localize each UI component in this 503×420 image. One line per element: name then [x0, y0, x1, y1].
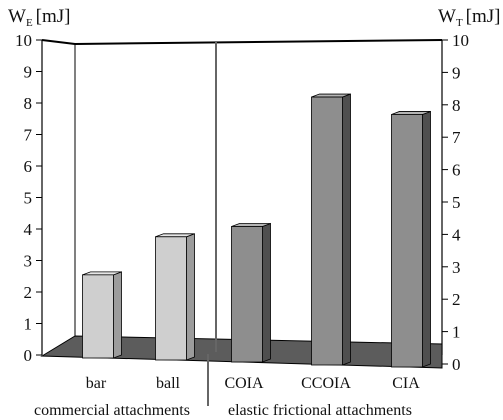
right-tick-label-1: 1: [452, 323, 461, 342]
category-label-CIA: CIA: [392, 375, 420, 392]
right-tick-label-2: 2: [452, 290, 461, 309]
bar-top-ball: [155, 233, 195, 238]
category-label-ball: ball: [156, 375, 181, 392]
bar-CCOIA: [311, 93, 351, 366]
back-top-edge: [74, 39, 443, 45]
bar-top-CIA: [391, 111, 431, 115]
left-top-edge: [41, 39, 76, 45]
left-tick-label-10: 10: [15, 31, 32, 50]
category-label-bar: bar: [86, 375, 107, 392]
left-tick-label-1: 1: [24, 315, 33, 334]
left-tick-label-3: 3: [24, 252, 33, 271]
right-tick-label-4: 4: [452, 225, 461, 244]
bar-COIA: [231, 222, 271, 363]
bar-top-COIA: [231, 223, 271, 227]
bar-side-CCOIA: [342, 93, 351, 366]
left-tick-label-0: 0: [24, 346, 33, 365]
left-tick-label-8: 8: [24, 94, 33, 113]
left-axis-ticks: 0 1 2 3 4 5 6 7 8 9 10: [15, 31, 42, 365]
bar-CIA: [391, 110, 431, 368]
left-tick-label-5: 5: [24, 189, 33, 208]
bar-side-ball: [186, 233, 195, 361]
bar-side-CIA: [422, 110, 431, 368]
bar-front-ball: [155, 236, 187, 361]
bar-front-CIA: [391, 114, 423, 368]
category-labels: bar ball COIA CCOIA CIA: [86, 375, 420, 392]
left-tick-label-2: 2: [24, 283, 33, 302]
bar-side-bar: [113, 271, 122, 359]
left-axis-title: WE [mJ]: [8, 6, 71, 29]
right-tick-label-6: 6: [452, 161, 461, 180]
bar-front-bar: [82, 274, 114, 359]
bars: [82, 93, 431, 368]
left-tick-label-6: 6: [24, 157, 33, 176]
right-axis-ticks: 0 1 2 3 4 5 6 7 8 9 10: [442, 31, 469, 374]
bar-front-COIA: [231, 226, 263, 363]
left-tick-label-4: 4: [24, 220, 33, 239]
right-axis-title: WT [mJ]: [438, 6, 501, 29]
right-tick-label-8: 8: [452, 96, 461, 115]
right-tick-label-9: 9: [452, 63, 461, 82]
bar-bar: [82, 271, 122, 359]
group-label-elastic: elastic frictional attachments: [228, 402, 412, 419]
bar-front-CCOIA: [311, 96, 343, 366]
left-tick-label-9: 9: [24, 63, 33, 82]
category-label-COIA: COIA: [224, 375, 264, 392]
category-label-CCOIA: CCOIA: [301, 375, 351, 392]
bar-side-COIA: [262, 222, 271, 363]
right-tick-label-10: 10: [452, 31, 469, 50]
group-label-commercial: commercial attachments: [34, 402, 190, 419]
right-tick-label-0: 0: [452, 355, 461, 374]
left-tick-label-7: 7: [24, 126, 33, 145]
bar-ball: [155, 233, 195, 361]
right-tick-label-3: 3: [452, 258, 461, 277]
bar-top-CCOIA: [311, 93, 351, 98]
right-tick-label-7: 7: [452, 128, 461, 147]
bar-top-bar: [82, 271, 122, 276]
right-tick-label-5: 5: [452, 193, 461, 212]
